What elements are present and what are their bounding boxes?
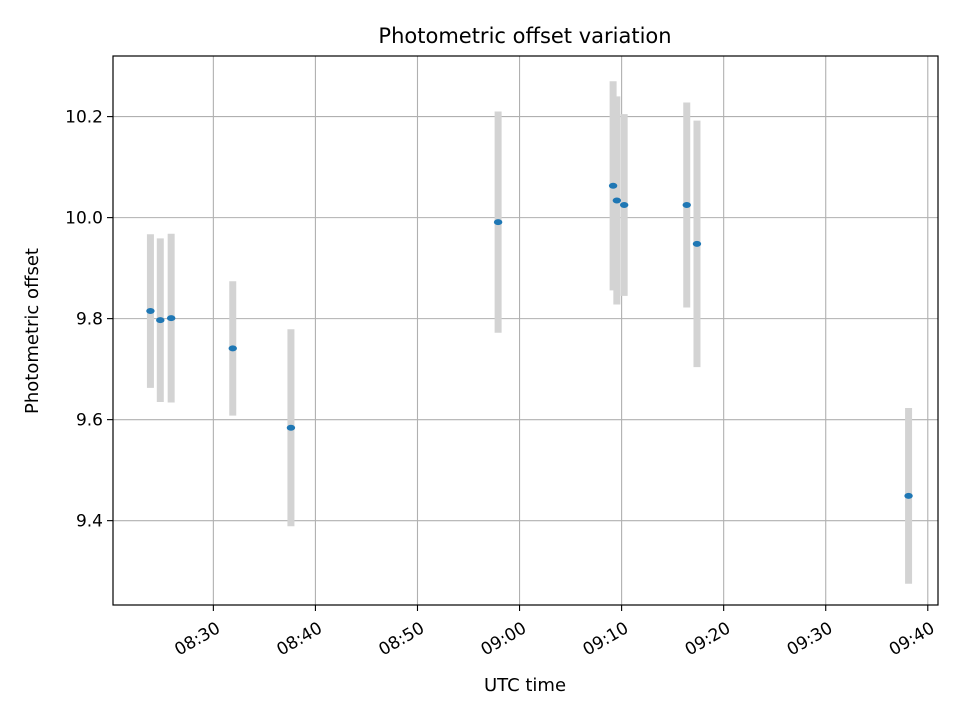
data-point	[612, 197, 622, 204]
y-tick-label: 9.8	[76, 310, 103, 330]
data-point	[619, 201, 629, 208]
plot-frame	[112, 55, 939, 606]
chart-title: Photometric offset variation	[378, 24, 671, 48]
y-tick-label: 9.4	[76, 512, 103, 532]
gridlines	[113, 56, 938, 605]
data-point	[682, 201, 691, 208]
data-point	[904, 492, 913, 499]
data-point	[146, 308, 155, 315]
y-tick-label: 9.6	[76, 411, 103, 431]
data-point	[692, 240, 702, 247]
data-point	[493, 219, 503, 226]
data-point	[608, 182, 618, 189]
data-point	[286, 424, 296, 431]
data-point	[228, 345, 237, 352]
y-axis-label: Photometric offset	[22, 248, 43, 414]
data-markers	[146, 182, 913, 499]
plot-area	[113, 56, 938, 605]
y-axis-ticks: 9.4 9.6 9.8 10.0 10.2	[65, 108, 113, 532]
y-tick-label: 10.0	[65, 209, 103, 229]
data-point	[166, 315, 176, 322]
data-point	[156, 317, 165, 324]
x-axis-label: UTC time	[484, 675, 566, 696]
y-tick-label: 10.2	[65, 108, 103, 128]
